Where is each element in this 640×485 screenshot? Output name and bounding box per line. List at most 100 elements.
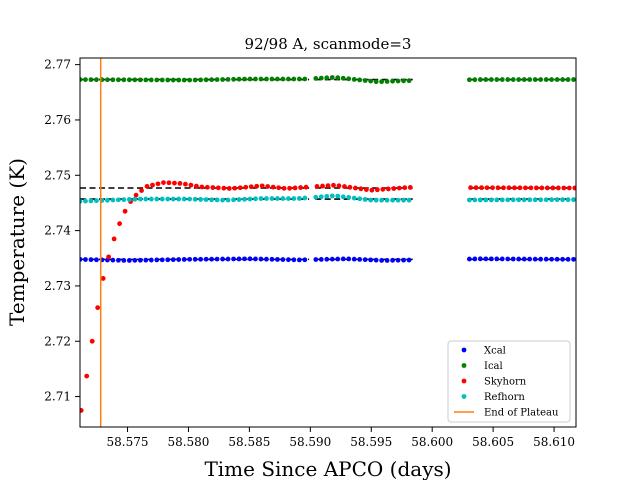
data-point xyxy=(242,196,247,202)
data-point xyxy=(193,183,199,189)
data-point xyxy=(335,193,341,199)
data-point xyxy=(280,76,286,82)
data-point xyxy=(516,256,522,262)
data-point xyxy=(335,75,341,81)
series-xcal xyxy=(80,256,576,263)
data-point xyxy=(516,77,522,82)
data-point xyxy=(80,408,84,413)
data-point xyxy=(407,185,413,190)
data-point xyxy=(259,183,265,189)
data-point xyxy=(105,197,110,203)
data-point xyxy=(521,77,527,82)
data-point xyxy=(571,256,576,262)
series-ical xyxy=(80,75,576,85)
data-point xyxy=(253,196,258,202)
data-point xyxy=(83,257,88,262)
data-point xyxy=(143,196,149,202)
data-point xyxy=(181,196,187,202)
data-point xyxy=(565,256,571,262)
data-point xyxy=(192,196,198,202)
data-point xyxy=(121,197,127,203)
data-point xyxy=(395,197,401,203)
data-point xyxy=(479,185,484,191)
data-point xyxy=(373,257,379,263)
data-point xyxy=(121,77,127,83)
data-point xyxy=(285,196,291,201)
data-point xyxy=(401,78,406,84)
data-point xyxy=(516,197,522,203)
data-point xyxy=(275,76,280,82)
data-point xyxy=(105,77,110,83)
data-point xyxy=(155,181,161,187)
data-point xyxy=(510,197,516,203)
data-point xyxy=(291,76,297,82)
data-point xyxy=(94,198,99,204)
data-point xyxy=(121,257,127,263)
data-point xyxy=(159,257,165,263)
data-point xyxy=(390,197,395,203)
x-tick-label: 58.610 xyxy=(533,435,575,449)
data-point xyxy=(346,76,352,82)
data-point xyxy=(243,184,249,190)
data-point xyxy=(187,256,193,262)
data-point xyxy=(133,192,139,198)
data-point xyxy=(505,77,511,82)
legend-label: Skyhorn xyxy=(484,377,527,388)
data-point xyxy=(231,256,236,262)
data-point xyxy=(220,197,225,203)
data-point xyxy=(384,258,390,263)
data-point xyxy=(379,257,385,263)
data-point xyxy=(325,183,331,189)
data-point xyxy=(126,197,132,202)
data-point xyxy=(220,77,225,82)
data-point xyxy=(499,256,505,262)
legend-marker xyxy=(461,363,467,368)
legend-label: End of Plateau xyxy=(484,408,559,419)
plot-area xyxy=(80,58,576,427)
data-point xyxy=(357,257,363,262)
data-point xyxy=(137,77,143,83)
data-point xyxy=(318,257,324,262)
data-point xyxy=(291,257,297,263)
data-point xyxy=(358,186,364,192)
data-point xyxy=(347,184,353,190)
data-point xyxy=(483,197,489,203)
data-point xyxy=(544,185,550,191)
data-point xyxy=(390,257,395,263)
data-point xyxy=(506,185,512,191)
data-point xyxy=(148,196,154,202)
data-point xyxy=(342,184,347,189)
data-point xyxy=(391,186,397,191)
legend-label: Refhorn xyxy=(484,392,525,403)
data-point xyxy=(402,185,408,191)
data-point xyxy=(188,182,194,188)
data-point xyxy=(170,257,176,263)
data-point xyxy=(346,195,352,200)
data-point xyxy=(566,185,572,191)
data-point xyxy=(258,196,264,201)
data-point xyxy=(139,188,144,193)
series-skyhorn xyxy=(80,180,576,413)
data-point xyxy=(499,77,505,82)
data-point xyxy=(340,256,346,262)
data-point xyxy=(313,257,319,262)
data-point xyxy=(477,256,483,262)
data-point xyxy=(210,185,216,190)
x-tick-label: 58.585 xyxy=(228,435,270,449)
data-point xyxy=(495,185,501,191)
data-point xyxy=(192,256,198,262)
data-point xyxy=(137,257,143,263)
data-point xyxy=(280,257,286,262)
data-point xyxy=(122,208,128,214)
data-point xyxy=(555,185,561,191)
data-point xyxy=(406,78,412,84)
data-point xyxy=(379,79,385,85)
y-tick-label: 2.74 xyxy=(44,224,71,238)
data-point xyxy=(527,197,533,203)
x-tick-label: 58.575 xyxy=(107,435,149,449)
data-point xyxy=(148,257,154,263)
data-point xyxy=(94,257,99,263)
data-point xyxy=(543,256,549,262)
data-point xyxy=(215,185,221,191)
data-point xyxy=(88,198,94,204)
